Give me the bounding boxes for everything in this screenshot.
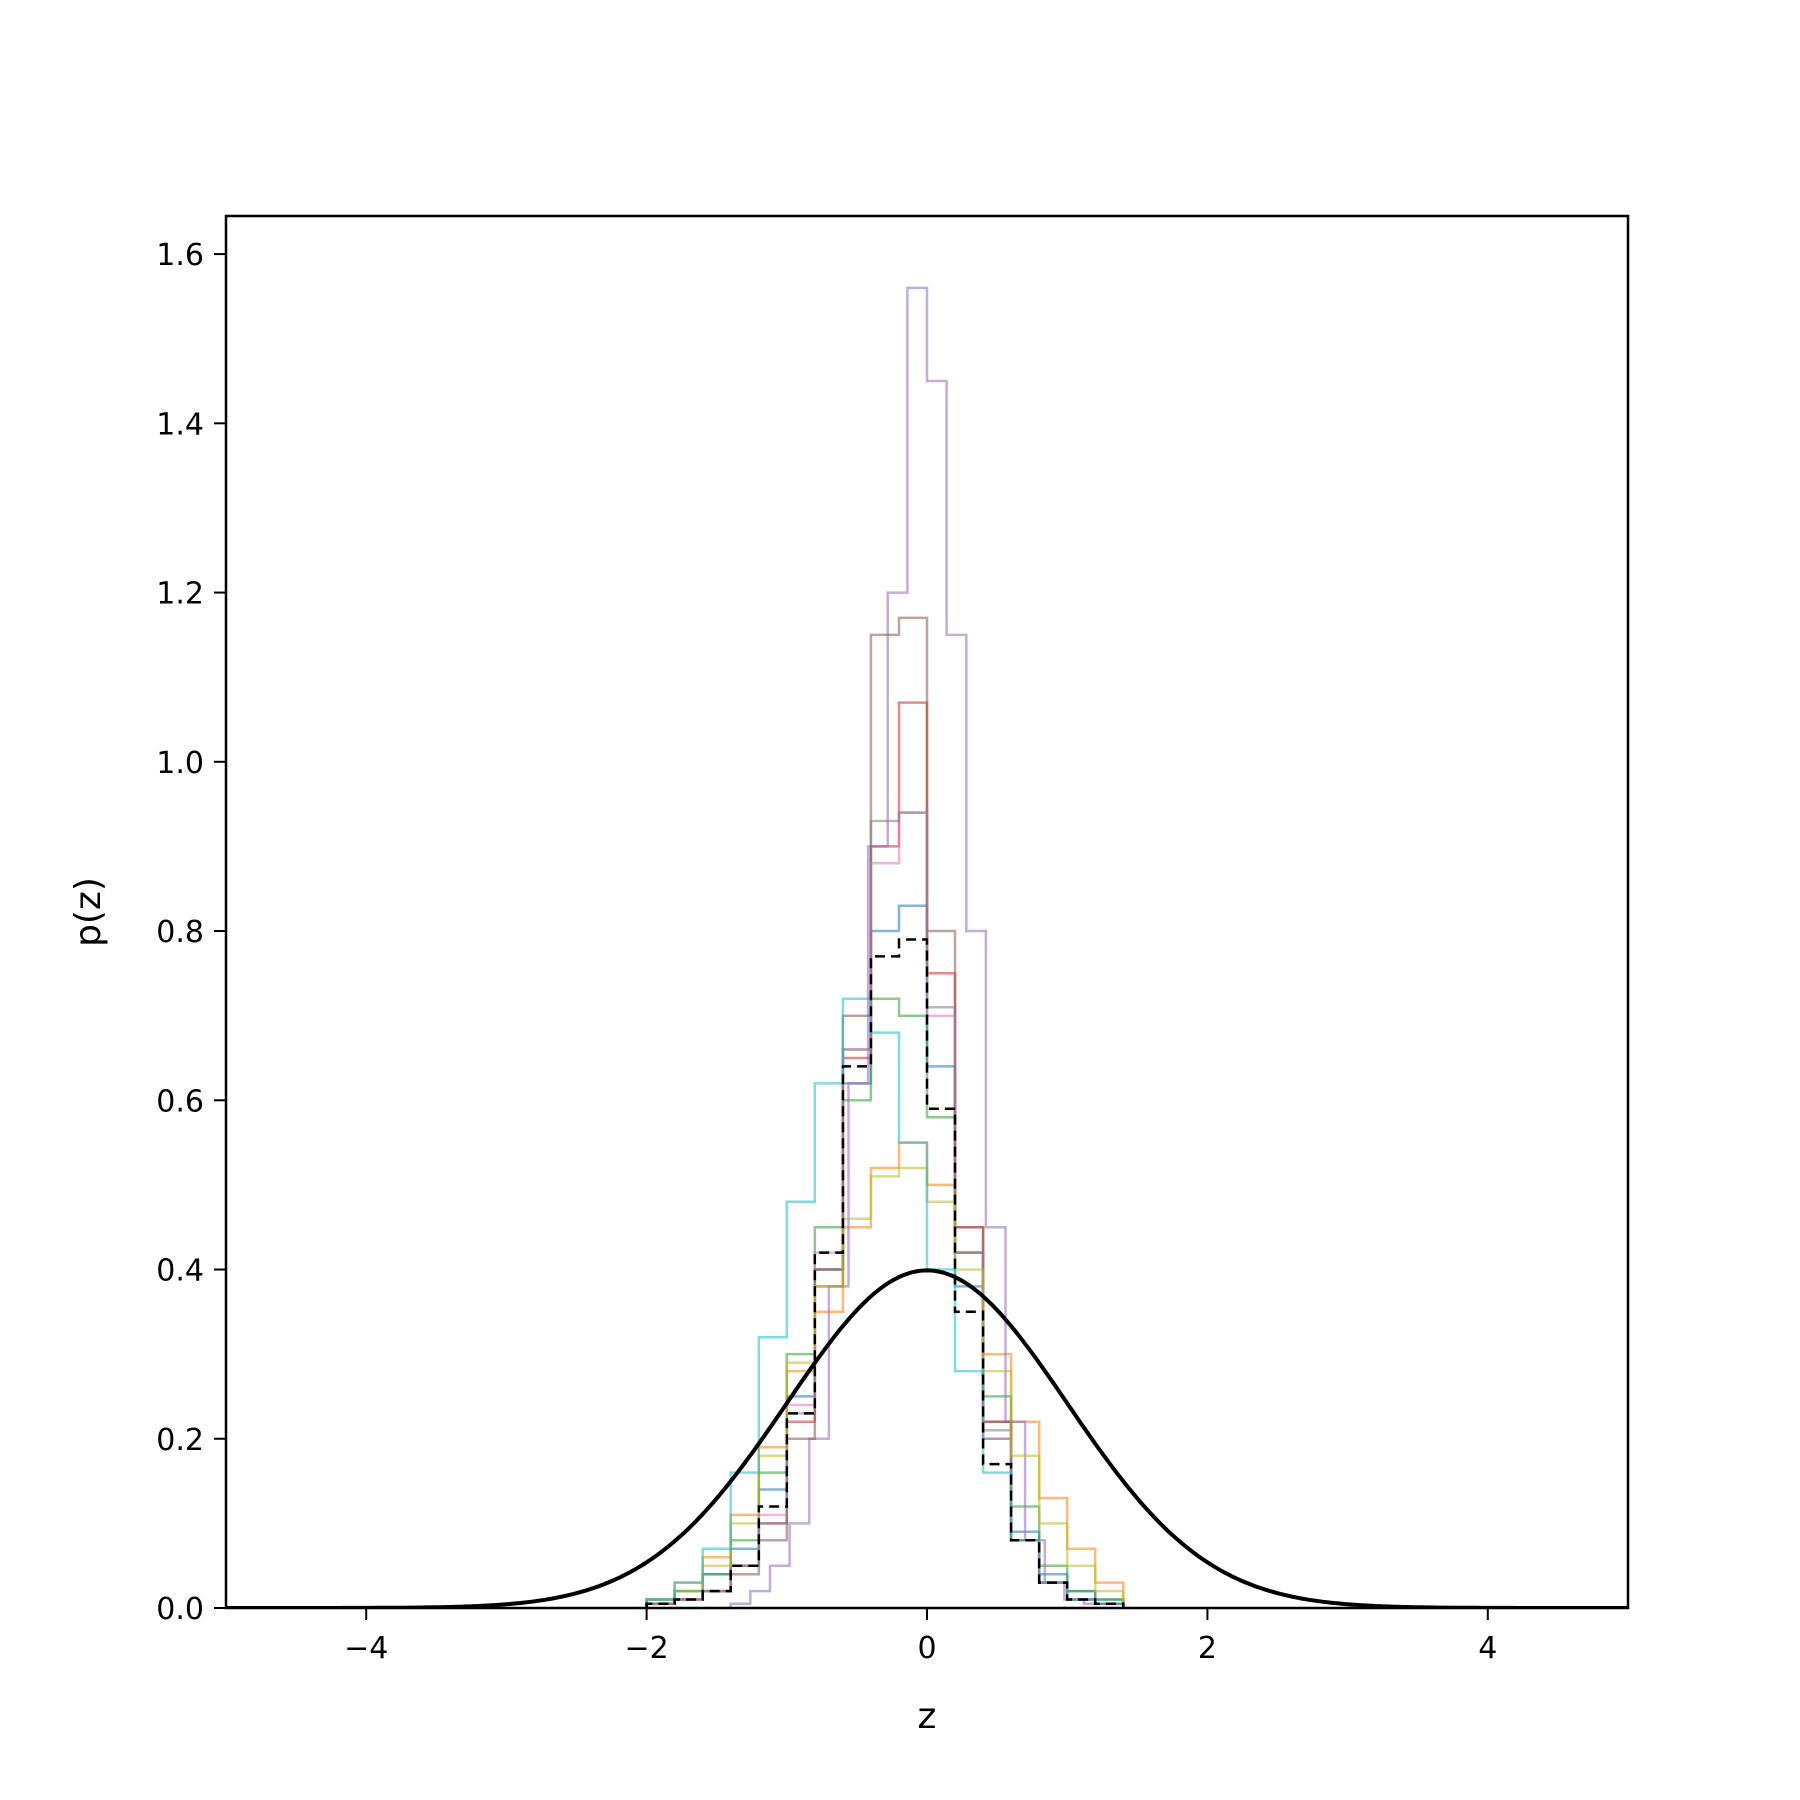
x-tick-label: −2 bbox=[624, 1631, 668, 1666]
x-tick-label: 0 bbox=[917, 1631, 936, 1666]
y-tick-label: 0.4 bbox=[156, 1254, 204, 1289]
histogram-series-layer bbox=[645, 286, 1125, 1608]
sample-histogram-4 bbox=[645, 701, 1125, 1608]
y-tick-label: 1.4 bbox=[156, 407, 204, 442]
sample-histogram-2 bbox=[645, 1141, 1125, 1608]
x-axis-label: z bbox=[918, 1696, 937, 1737]
sample-histogram-9 bbox=[645, 1166, 1125, 1608]
sample-histogram-10 bbox=[645, 997, 1125, 1608]
x-tick-label: 2 bbox=[1198, 1631, 1217, 1666]
sample-histogram-3 bbox=[645, 997, 1125, 1608]
y-tick-label: 0.6 bbox=[156, 1084, 204, 1119]
reference-curve-layer bbox=[226, 1268, 1628, 1608]
y-axis-ticks: 0.0 0.2 0.4 0.6 0.8 1.0 1.2 1.4 1.6 bbox=[156, 238, 226, 1627]
y-tick-label: 0.8 bbox=[156, 915, 204, 950]
y-tick-label: 1.2 bbox=[156, 577, 204, 612]
normal-density-curve bbox=[226, 1268, 1628, 1608]
pooled-histogram-layer bbox=[645, 938, 1125, 1608]
y-tick-label: 1.6 bbox=[156, 238, 204, 273]
x-axis-ticks: −4 −2 0 2 4 bbox=[344, 1608, 1497, 1666]
y-tick-label: 0.0 bbox=[156, 1592, 204, 1627]
pooled-histogram bbox=[645, 938, 1125, 1608]
sample-histogram-6 bbox=[645, 616, 1125, 1608]
y-axis-label: p(z) bbox=[68, 877, 109, 947]
x-tick-label: 4 bbox=[1478, 1631, 1497, 1666]
y-tick-label: 0.2 bbox=[156, 1423, 204, 1458]
x-tick-label: −4 bbox=[344, 1631, 388, 1666]
sample-histogram-1 bbox=[645, 904, 1125, 1608]
y-tick-label: 1.0 bbox=[156, 746, 204, 781]
